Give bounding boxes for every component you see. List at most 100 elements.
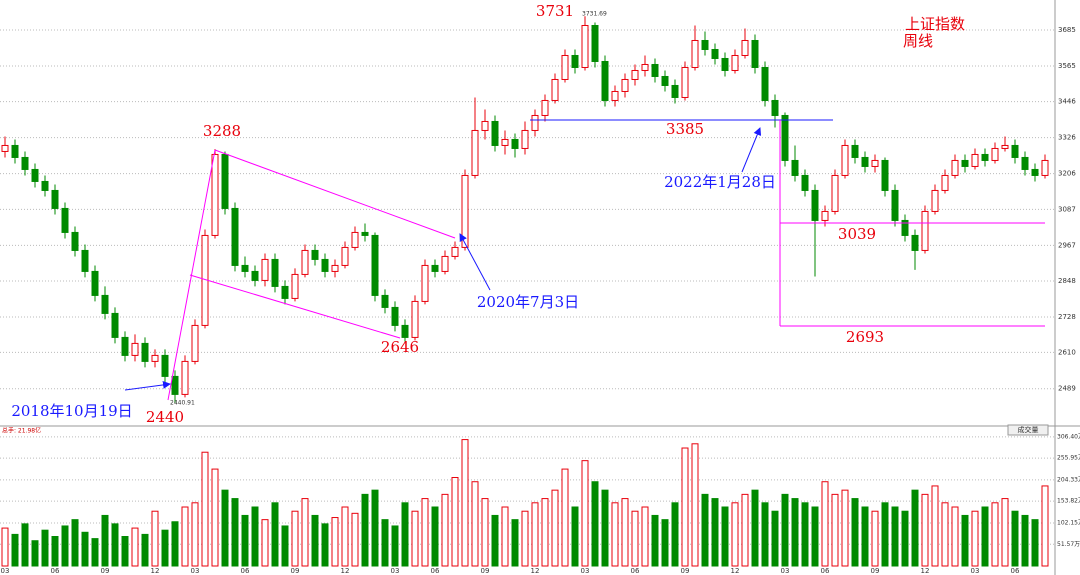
candle-body [701,39,709,50]
annotation: 2020年7月3日 [477,293,579,311]
volume-bar [1031,519,1039,567]
channel-line [214,149,456,239]
candle-body [491,120,499,146]
y-tick-label: 153.82万 [1057,498,1080,505]
candle-body [641,63,649,71]
y-tick-label: 3326 [1058,134,1076,142]
candle-body [751,39,759,68]
volume-bar [311,514,319,567]
candle-body [761,66,769,101]
candle-body [731,54,739,71]
candle-body [691,39,699,68]
volume-bar [881,502,889,567]
candle-body [451,246,459,257]
volume-bar [841,489,849,567]
candle-body [651,63,659,77]
candle-body [11,144,19,158]
y-tick-label: 2610 [1058,348,1076,356]
volume-bar [781,493,789,567]
candle-body [341,246,349,266]
volume-bar [571,506,579,567]
candle-body [801,174,809,191]
volume-bar [371,489,379,567]
volume-bar [471,481,479,567]
y-tick-label: 3685 [1058,26,1076,34]
candle-body [861,156,869,167]
candle-body [531,114,539,131]
volume-bar [921,493,929,567]
volume-bar [131,527,139,567]
candle-body [171,375,179,395]
volume-bar [331,517,339,567]
candle-body [591,24,599,62]
y-tick-label: 3087 [1058,205,1076,213]
y-tick-label: 255.95万 [1057,455,1080,462]
volume-bar [401,502,409,567]
annotation: 3731 [536,2,574,20]
volume-bar [301,498,309,567]
volume-bar [851,498,859,567]
candle-body [671,84,679,98]
marks [1,16,1049,567]
volume-bar [191,502,199,567]
volume-bar [521,510,529,567]
candle-body [941,174,949,191]
candle-body [771,99,779,116]
candle-body [271,258,279,287]
candle-body [21,156,29,170]
annotation: 3385 [666,120,704,138]
candle-body [601,60,609,101]
candle-body [661,75,669,86]
volume-bar [651,514,659,567]
volume-bar [381,519,389,567]
y-tick-label: 51.57万 [1057,541,1080,548]
candle-body [791,159,799,176]
volume-bar [461,439,469,567]
volume-bar [151,510,159,567]
volume-button-label[interactable]: 成交量 [1018,425,1039,434]
x-tick-label: 06 [51,567,60,575]
candle-body [51,189,59,209]
volume-bar [1021,514,1029,567]
volume-bar [41,529,49,567]
candle-body [621,78,629,92]
candle-body [221,153,229,209]
x-tick-label: 03 [391,567,400,575]
volume-bar [431,506,439,567]
volume-bar [281,525,289,567]
candle-body [681,66,689,98]
annotation: 3731.69 [582,11,607,18]
candle-body [931,189,939,212]
chart-subtitle: 周线 [903,32,933,50]
volume-bar [171,521,179,567]
candle-body [511,138,519,149]
annotation: 2018年10月19日 [11,402,132,420]
volume-bar [71,519,79,567]
volume-bar [831,493,839,567]
candle-body [811,189,819,221]
volume-bar [111,523,119,567]
candle-body [1011,144,1019,158]
volume-button[interactable] [1007,424,1049,436]
volume-bar [251,506,259,567]
volume-bar [81,531,89,567]
volume-bar [981,506,989,567]
candle-body [1031,168,1039,176]
volume-bar [501,506,509,567]
y-tick-label: 3446 [1058,98,1076,106]
candle-body [281,285,289,299]
volume-bar [861,506,869,567]
y-tick-label: 2967 [1058,241,1076,249]
volume-bar [941,502,949,567]
volume-bar [321,523,329,567]
candle-body [951,159,959,176]
y-tick-label: 3206 [1058,170,1076,178]
volume-bar [691,443,699,567]
volume-bar [261,519,269,567]
candle-body [971,153,979,167]
candle-body [551,78,559,101]
candle-body [41,180,49,191]
candle-body [711,48,719,59]
volume-bar [751,489,759,567]
